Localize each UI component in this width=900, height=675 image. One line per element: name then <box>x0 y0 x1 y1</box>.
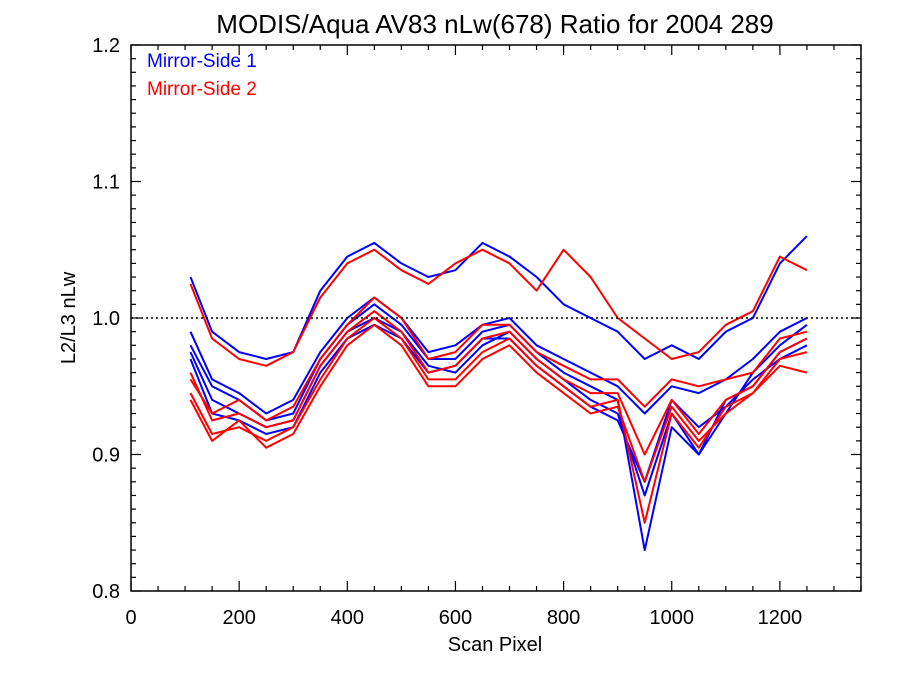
y-tick-label: 0.9 <box>92 445 120 467</box>
y-tick-label: 1.1 <box>92 172 120 194</box>
series-line-8 <box>189 317 808 524</box>
y-axis: 0.8 0.9 1.0 1.1 1.2 <box>92 35 861 603</box>
series-line-9 <box>189 310 808 456</box>
x-tick-label: 1200 <box>758 607 803 629</box>
series-line-6 <box>189 248 808 367</box>
legend: Mirror-Side 1 Mirror-Side 2 <box>147 51 257 100</box>
x-tick-label: 600 <box>439 607 472 629</box>
x-tick-label: 800 <box>547 607 580 629</box>
y-tick-label: 1.0 <box>92 308 120 330</box>
x-tick-label: 0 <box>125 607 136 629</box>
legend-label-mirror-side-1: Mirror-Side 1 <box>147 51 257 72</box>
x-tick-label: 400 <box>331 607 364 629</box>
y-tick-label: 1.2 <box>92 35 120 57</box>
chart-title: MODIS/Aqua AV83 nLw(678) Ratio for 2004 … <box>216 9 773 39</box>
series-line-10 <box>189 323 808 483</box>
plot-lines <box>189 235 808 552</box>
x-axis: 0 200 400 600 800 1000 1200 <box>125 45 862 629</box>
series-line-5 <box>189 323 808 483</box>
y-axis-label: L2/L3 nLw <box>58 271 80 364</box>
series-line-7 <box>189 296 808 422</box>
series-line-2 <box>189 296 808 415</box>
y-tick-label: 0.8 <box>92 581 120 603</box>
x-axis-label: Scan Pixel <box>448 634 543 656</box>
series-line-1 <box>189 235 808 360</box>
series-line-4 <box>189 303 808 552</box>
x-tick-label: 1000 <box>649 607 694 629</box>
legend-label-mirror-side-2: Mirror-Side 2 <box>147 79 257 100</box>
x-tick-label: 200 <box>222 607 255 629</box>
